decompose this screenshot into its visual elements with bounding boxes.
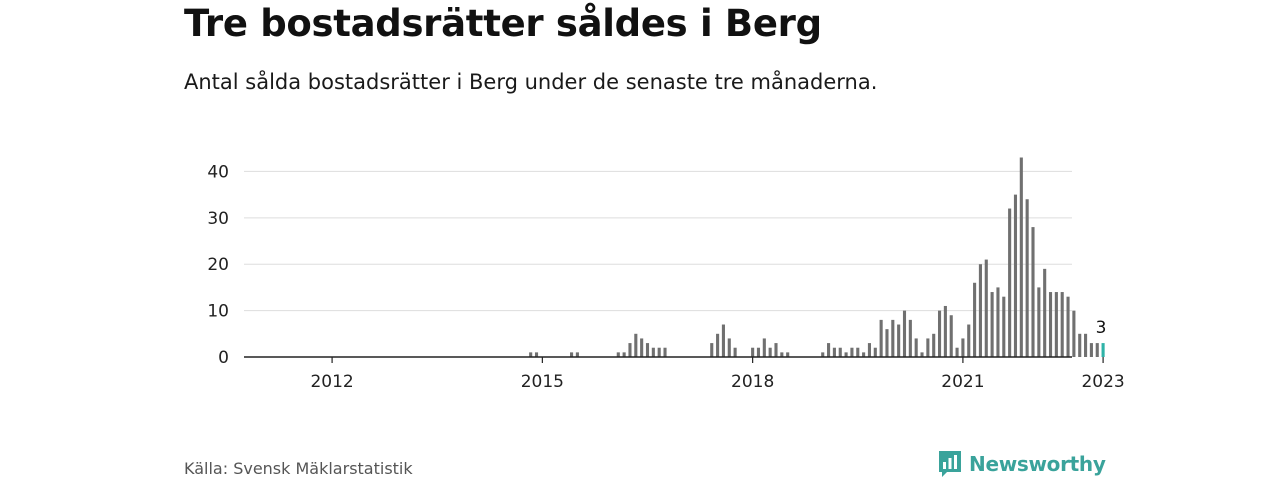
- bar-chart: 0 10 20 30 40 2012 2015 2018 2021 2023 3: [207, 157, 1125, 392]
- y-axis: 0 10 20 30 40: [207, 162, 229, 368]
- bar: [756, 347, 761, 357]
- bar: [628, 343, 632, 357]
- bar: [1084, 333, 1088, 357]
- bar: [733, 347, 737, 357]
- bar: [932, 333, 936, 357]
- bar: [902, 310, 907, 357]
- x-tick-label: 2015: [521, 372, 564, 392]
- y-tick-label: 30: [207, 209, 229, 229]
- bar: [634, 333, 638, 357]
- bar: [943, 305, 947, 357]
- bar: [914, 338, 918, 357]
- bar: [862, 352, 866, 357]
- y-tick-label: 20: [207, 255, 229, 275]
- bar: [575, 352, 579, 357]
- bar: [1013, 194, 1018, 357]
- bar: [1019, 157, 1023, 357]
- bar: [897, 324, 901, 357]
- page-subtitle: Antal sålda bostadsrätter i Berg under d…: [184, 70, 878, 94]
- bar: [996, 287, 1000, 357]
- bar: [937, 310, 942, 357]
- source-note: Källa: Svensk Mäklarstatistik: [184, 459, 413, 478]
- bar: [827, 343, 831, 357]
- bar: [622, 352, 626, 357]
- x-tick-label: 2018: [731, 372, 774, 392]
- bar: [891, 319, 895, 357]
- bar: [973, 282, 977, 357]
- bar: [926, 338, 930, 357]
- bar: [534, 352, 539, 357]
- bar: [955, 347, 959, 357]
- bar: [832, 347, 836, 357]
- bar: [1054, 292, 1058, 357]
- bar: [867, 343, 872, 357]
- y-tick-label: 0: [218, 348, 229, 368]
- bar: [1060, 292, 1064, 357]
- bar: [984, 259, 988, 357]
- bar: [774, 343, 778, 357]
- bar: [1037, 287, 1041, 357]
- y-tick-label: 10: [207, 302, 229, 322]
- bar: [710, 343, 714, 357]
- bar: [751, 347, 755, 357]
- data-labels: 3: [1096, 318, 1107, 338]
- bar: [961, 338, 965, 357]
- bar: [651, 347, 655, 357]
- bar: [1031, 227, 1035, 357]
- bar: [967, 324, 971, 357]
- bar: [1066, 296, 1070, 357]
- x-tick-label: 2023: [1081, 372, 1124, 392]
- bar: [762, 338, 766, 357]
- bar: [1078, 333, 1082, 357]
- bar: [727, 338, 731, 357]
- bar: [1048, 292, 1053, 357]
- bar: [838, 347, 842, 357]
- bar: [721, 324, 725, 357]
- bar: [978, 264, 982, 357]
- highlight-bar: [1101, 343, 1105, 357]
- bar: [1043, 268, 1047, 357]
- x-axis: 2012 2015 2018 2021 2023: [244, 356, 1125, 392]
- bar: [908, 319, 912, 357]
- bar: [1089, 343, 1093, 357]
- x-tick-label: 2012: [310, 372, 353, 392]
- bar: [873, 347, 877, 357]
- bar: [663, 347, 667, 357]
- bar: [1072, 310, 1076, 357]
- bar: [1002, 296, 1006, 357]
- bar: [949, 315, 953, 357]
- highlight-value-label: 3: [1096, 318, 1107, 338]
- brand-name: Newsworthy: [969, 452, 1106, 476]
- bar: [920, 352, 924, 357]
- bars: [529, 157, 1105, 357]
- bar: [768, 347, 772, 357]
- bar: [1008, 208, 1012, 357]
- bar: [640, 338, 644, 357]
- bar: [990, 292, 994, 357]
- bar: [529, 352, 533, 357]
- bar: [716, 333, 720, 357]
- bar: [786, 352, 790, 357]
- bar: [616, 352, 620, 357]
- bar: [879, 319, 883, 357]
- x-tick-label: 2021: [941, 372, 984, 392]
- bar: [1095, 343, 1099, 357]
- bar: [780, 352, 784, 357]
- bar: [570, 352, 574, 357]
- bar: [885, 329, 889, 357]
- bar: [856, 347, 860, 357]
- newsworthy-logo-icon: [939, 451, 961, 477]
- bar: [645, 343, 650, 357]
- brand-logo: Newsworthy: [937, 449, 1106, 479]
- grid-lines: [244, 170, 1072, 312]
- bar: [657, 347, 661, 357]
- bar: [821, 352, 825, 357]
- page-title: Tre bostadsrätter såldes i Berg: [184, 2, 822, 45]
- y-tick-label: 40: [207, 162, 229, 182]
- bar: [844, 352, 848, 357]
- bar: [850, 347, 854, 357]
- bar: [1025, 199, 1029, 357]
